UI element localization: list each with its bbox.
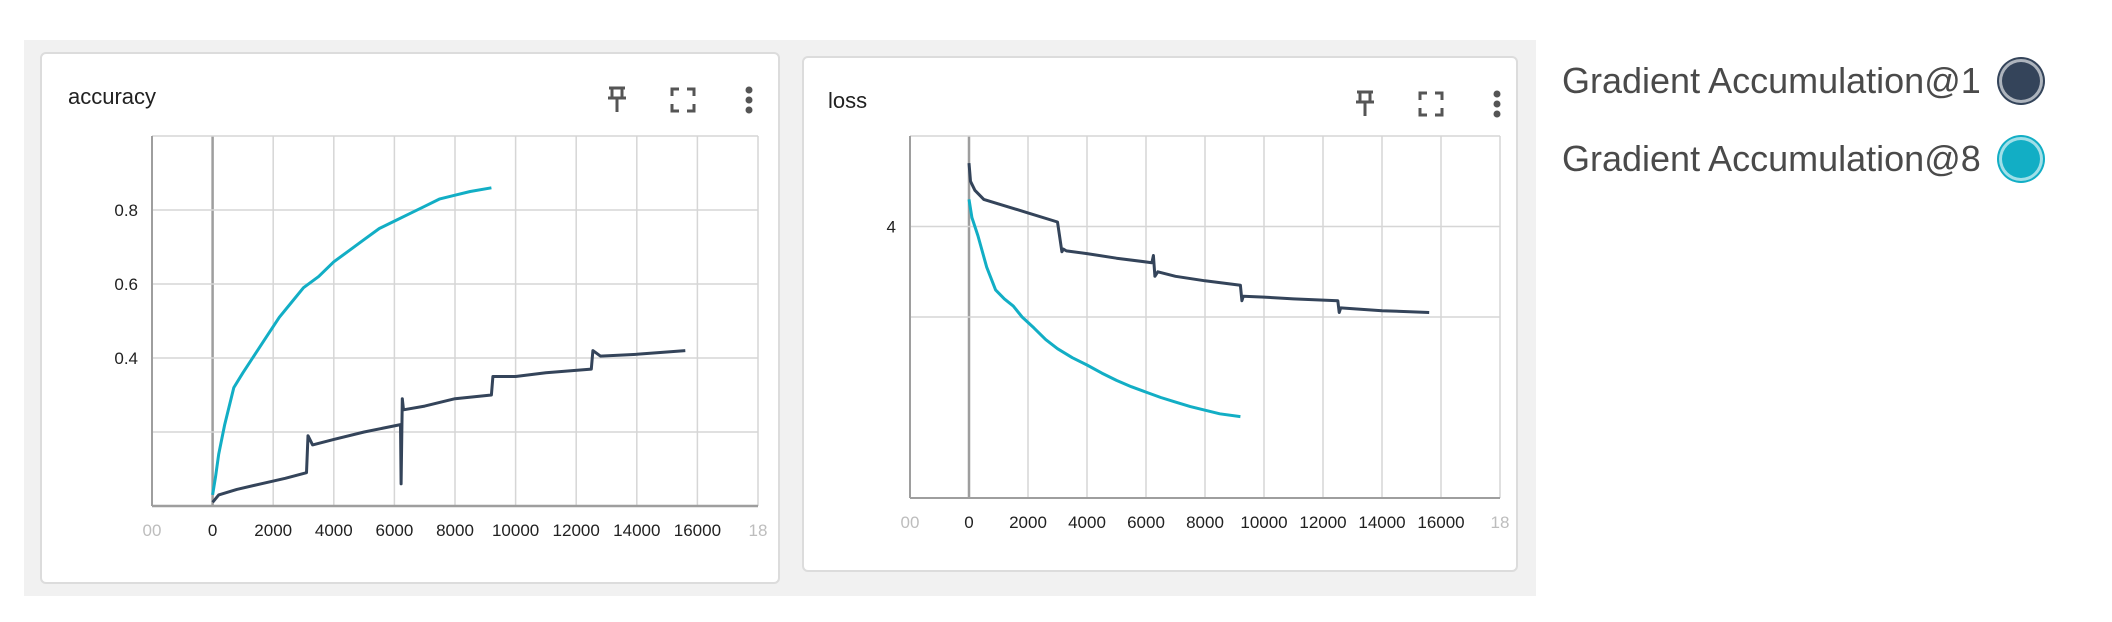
x-tick-label: 10000	[1240, 513, 1287, 532]
legend-item-ga8[interactable]: Gradient Accumulation@8	[1562, 120, 2043, 198]
x-tick-label: 10000	[492, 521, 539, 540]
x-tick-label: 12000	[1299, 513, 1346, 532]
fullscreen-icon[interactable]	[1398, 82, 1464, 126]
x-tick-label: 16000	[674, 521, 721, 540]
y-tick-label: 0.4	[114, 349, 138, 368]
x-tick-label: 8000	[436, 521, 474, 540]
x-tick-label: 8000	[1186, 513, 1224, 532]
x-tick-label: 12000	[553, 521, 600, 540]
more-vert-icon[interactable]	[1464, 82, 1530, 126]
legend-color-dot	[1998, 59, 2043, 103]
x-tick-label: 00	[901, 513, 920, 532]
legend-item-ga1[interactable]: Gradient Accumulation@1	[1562, 42, 2043, 120]
more-vert-icon[interactable]	[716, 78, 782, 122]
x-tick-label: 14000	[613, 521, 660, 540]
x-tick-label: 00	[143, 521, 162, 540]
x-tick-label: 2000	[1009, 513, 1047, 532]
pin-icon[interactable]	[1332, 82, 1398, 126]
series-line-ga8	[211, 186, 492, 496]
accuracy-chart: 00 0 2000 4000 6000 8000 10000 12000 14000 16000 1…	[114, 135, 768, 540]
x-tick-label: 6000	[375, 521, 413, 540]
x-tick-label: 4000	[315, 521, 353, 540]
series-line-ga1	[967, 162, 1430, 314]
series-line-ga1	[211, 349, 686, 504]
legend-label: Gradient Accumulation@1	[1562, 60, 1981, 101]
x-tick-label: 4000	[1068, 513, 1106, 532]
x-tick-label: 0	[964, 513, 973, 532]
y-tick-label: 4	[887, 218, 896, 237]
y-tick-label: 0.8	[114, 201, 138, 220]
chart-title: loss	[828, 88, 868, 113]
x-tick-label: 14000	[1358, 513, 1405, 532]
legend: Gradient Accumulation@1 Gradient Accumul…	[1562, 42, 2043, 198]
y-tick-label: 0.6	[114, 275, 138, 294]
series-line-ga8	[967, 199, 1241, 419]
card-toolbar	[1332, 82, 1530, 126]
loss-card: loss 00 0 2000 4000 6000 8000 10000 12000 14000 1…	[802, 56, 1518, 572]
x-tick-label: 18	[749, 521, 768, 540]
card-toolbar	[584, 78, 782, 122]
pin-icon[interactable]	[584, 78, 650, 122]
loss-chart: 00 0 2000 4000 6000 8000 10000 12000 14000 16000 1…	[887, 135, 1510, 532]
x-tick-label: 18	[1491, 513, 1510, 532]
x-tick-label: 6000	[1127, 513, 1165, 532]
x-tick-label: 2000	[254, 521, 292, 540]
x-tick-label: 0	[208, 521, 217, 540]
x-tick-label: 16000	[1417, 513, 1464, 532]
fullscreen-icon[interactable]	[650, 78, 716, 122]
legend-color-dot	[1998, 137, 2043, 181]
legend-label: Gradient Accumulation@8	[1562, 138, 1981, 179]
accuracy-card: accuracy 00 0 2000 4000 6000 8000 10000 12000 14…	[40, 52, 780, 584]
chart-title: accuracy	[68, 84, 157, 109]
